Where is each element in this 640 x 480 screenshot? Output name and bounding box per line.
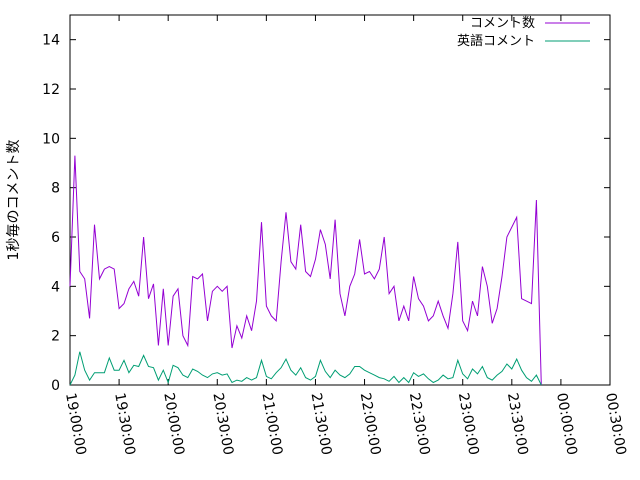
y-axis-label: 1秒毎のコメント数 <box>6 140 22 261</box>
y-tick-label: 12 <box>42 82 60 98</box>
y-tick-label: 10 <box>42 131 60 147</box>
series-line-english-comments <box>69 351 542 386</box>
legend-label-english-comments: 英語コメント <box>457 33 535 49</box>
x-tick-label: 23:30:00 <box>504 392 531 457</box>
x-tick-label: 20:30:00 <box>209 392 236 457</box>
x-tick-label: 22:00:00 <box>357 392 384 457</box>
y-tick-label: 6 <box>51 230 60 246</box>
x-tick-label: 19:00:00 <box>62 392 89 457</box>
x-tick-label: 21:00:00 <box>258 392 285 457</box>
legend-label-comments: コメント数 <box>470 16 535 31</box>
y-tick-label: 2 <box>51 329 60 345</box>
series-layer <box>69 155 542 386</box>
x-tick-label: 00:30:00 <box>602 392 629 457</box>
x-tick-label: 19:30:00 <box>111 392 138 457</box>
x-tick-label: 23:00:00 <box>455 392 482 457</box>
y-tick-label: 14 <box>42 33 60 49</box>
y-tick-label: 8 <box>51 181 60 197</box>
plot-frame <box>69 14 611 386</box>
legend: コメント数 英語コメント <box>457 16 590 49</box>
y-tick-label: 4 <box>51 279 60 295</box>
x-tick-label: 22:30:00 <box>406 392 433 457</box>
x-tick-label: 21:30:00 <box>308 392 335 457</box>
x-tick-label: 00:00:00 <box>553 392 580 457</box>
x-tick-label: 20:00:00 <box>160 392 187 457</box>
x-axis-ticks: 19:00:00 19:30:00 20:00:00 20:30:00 21:00:00… <box>62 15 629 456</box>
series-line-comments <box>69 155 542 386</box>
y-tick-label: 0 <box>51 378 60 394</box>
y-axis-ticks: 0 2 4 6 8 10 12 14 <box>42 33 610 394</box>
